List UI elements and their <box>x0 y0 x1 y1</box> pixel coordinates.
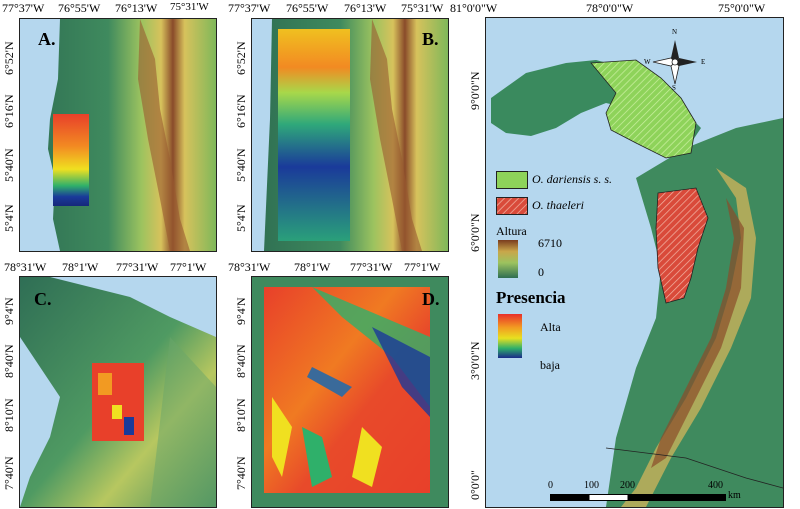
tick-a-left-0: 6°52'N <box>2 41 16 75</box>
tick-d-left-3: 7°40'N <box>234 456 248 490</box>
tick-d-left-2: 8°10'N <box>234 398 248 432</box>
tick-d-top-1: 78°1'W <box>294 260 331 274</box>
legend-altura-min: 0 <box>538 265 544 279</box>
legend-thaeleri-label: O. thaeleri <box>532 198 584 212</box>
range-thaeleri <box>655 187 709 304</box>
map-panel-b: B. <box>251 18 449 252</box>
tick-b-left-3: 5°4'N <box>234 204 248 232</box>
main-map: N S W E O. dariensis s. s. O. thaeleri A… <box>485 17 784 508</box>
legend-presencia-title: Presencia <box>496 288 566 307</box>
tick-d-top-0: 78°31'W <box>228 260 271 274</box>
legend-dariensis-swatch <box>496 171 528 189</box>
presence-overlay-b <box>278 29 350 241</box>
tick-main-left-1: 6°0'0"N <box>468 213 482 252</box>
range-dariensis <box>590 59 697 159</box>
terrain-map-c <box>20 277 216 507</box>
tick-b-left-0: 6°52'N <box>234 41 248 75</box>
panel-letter-d: D. <box>422 289 440 309</box>
tick-c-top-1: 78°1'W <box>62 260 99 274</box>
tick-a-top-0: 77°37'W <box>2 1 45 15</box>
tick-b-left-2: 5°40'N <box>234 148 248 182</box>
tick-c-top-0: 78°31'W <box>4 260 47 274</box>
tick-d-left-0: 9°4'N <box>234 297 248 325</box>
tick-main-top-1: 78°0'0"W <box>586 1 634 15</box>
tick-b-top-2: 76°13'W <box>344 1 387 15</box>
presencia-colorbar <box>498 314 522 358</box>
compass-n: N <box>672 28 678 36</box>
tick-b-top-1: 76°55'W <box>286 1 329 15</box>
legend-dariensis-label: O. dariensis s. s. <box>532 172 613 186</box>
scale-bar <box>550 494 726 501</box>
tick-main-left-0: 9°0'0"N <box>468 71 482 110</box>
panel-letter-b: B. <box>422 29 439 49</box>
scale-unit: km <box>728 490 741 501</box>
tick-b-top-0: 77°37'W <box>228 1 271 15</box>
map-panel-a: A. <box>19 18 217 252</box>
tick-c-top-3: 77°1'W <box>170 260 207 274</box>
tick-c-left-3: 7°40'N <box>2 456 16 490</box>
tick-a-top-1: 76°55'W <box>58 1 101 15</box>
altura-colorbar <box>498 240 518 278</box>
tick-b-top-3: 75°31'W <box>401 1 444 15</box>
panel-letter-c: C. <box>34 289 52 309</box>
panel-letter-a: A. <box>38 29 56 49</box>
scale-tick-2: 200 <box>620 480 635 491</box>
tick-main-left-3: 0°0'0" <box>468 470 482 500</box>
legend-presencia-high: Alta <box>540 320 561 334</box>
legend-presencia-low: baja <box>540 358 560 372</box>
scale-tick-1: 100 <box>584 480 599 491</box>
terrain-map-b <box>252 19 448 251</box>
tick-c-left-2: 8°10'N <box>2 398 16 432</box>
tick-d-top-2: 77°31'W <box>350 260 393 274</box>
main-terrain <box>486 18 783 507</box>
map-panel-d: D. <box>251 276 449 508</box>
tick-main-top-2: 75°0'0"W <box>718 1 766 15</box>
tick-a-top-3: 75°31'W <box>170 1 209 13</box>
tick-a-left-2: 5°40'N <box>2 148 16 182</box>
terrain-map-a <box>20 19 216 251</box>
legend-altura-max: 6710 <box>538 236 562 250</box>
compass-s: S <box>672 84 676 92</box>
tick-a-top-2: 76°13'W <box>115 1 158 15</box>
tick-a-left-1: 6°16'N <box>2 94 16 128</box>
terrain-map-d <box>252 277 448 507</box>
legend-altura-title: Altura <box>496 224 527 238</box>
tick-main-top-0: 81°0'0"W <box>450 1 498 15</box>
tick-main-left-2: 3°0'0"N <box>468 341 482 380</box>
tick-c-left-0: 9°4'N <box>2 297 16 325</box>
presence-overlay-a <box>53 114 89 206</box>
tick-d-left-1: 8°40'N <box>234 344 248 378</box>
compass-rose-icon <box>652 40 697 85</box>
map-panel-c: C. <box>19 276 217 508</box>
scale-tick-3: 400 <box>708 480 723 491</box>
compass-w: W <box>644 58 651 66</box>
legend-thaeleri-swatch <box>496 197 528 215</box>
tick-c-left-1: 8°40'N <box>2 344 16 378</box>
tick-d-top-3: 77°1'W <box>404 260 441 274</box>
tick-a-left-3: 5°4'N <box>2 204 16 232</box>
scale-tick-0: 0 <box>548 480 553 491</box>
tick-c-top-2: 77°31'W <box>116 260 159 274</box>
compass-e: E <box>701 58 706 66</box>
tick-b-left-1: 6°16'N <box>234 94 248 128</box>
